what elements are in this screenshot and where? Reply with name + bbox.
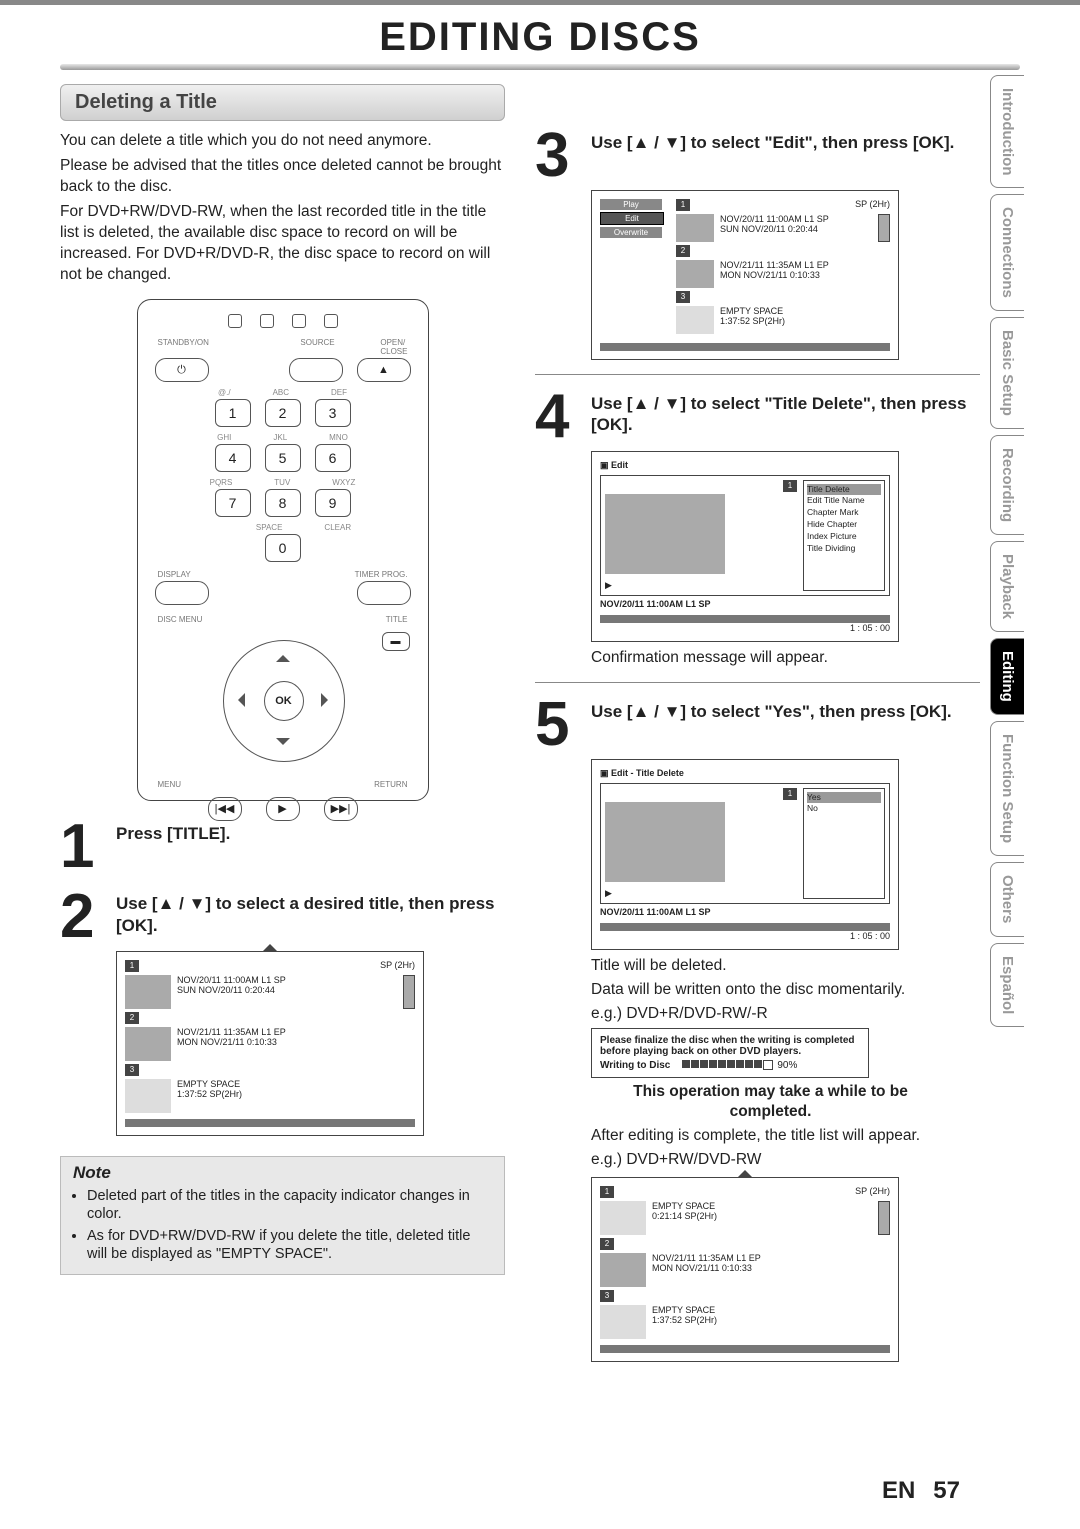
- page: EDITING DISCS Introduction Connections B…: [0, 0, 1080, 1529]
- screen-title-list: 1SP (2Hr) NOV/20/11 11:00AM L1 SPSUN NOV…: [116, 951, 424, 1136]
- left-column: Deleting a Title You can delete a title …: [60, 84, 505, 1368]
- intro-p1: You can delete a title which you do not …: [60, 131, 505, 152]
- title-underline: [60, 64, 1020, 70]
- dpad-up-icon: [276, 648, 290, 662]
- remote-small-btn: [324, 314, 338, 328]
- footer-page: 57: [933, 1477, 960, 1504]
- play-btn: ▶: [266, 797, 300, 821]
- note-item: As for DVD+RW/DVD-RW if you delete the t…: [87, 1227, 492, 1263]
- key-2: 2: [265, 399, 301, 427]
- title-btn-highlight: ▬: [382, 632, 410, 651]
- display-btn: [155, 581, 209, 605]
- open-close-btn: ▲: [357, 358, 411, 382]
- step-text: Press [TITLE].: [116, 819, 230, 875]
- step-5-warning: This operation may take a while to be co…: [591, 1082, 950, 1122]
- page-title-band: EDITING DISCS: [0, 15, 1080, 60]
- step-5-sub2: Data will be written onto the disc momen…: [591, 980, 980, 1000]
- key-1: 1: [215, 399, 251, 427]
- writing-box: Please finalize the disc when the writin…: [591, 1028, 869, 1078]
- note-box: Note Deleted part of the titles in the c…: [60, 1156, 505, 1275]
- dpad-right-icon: [321, 693, 335, 707]
- right-column: 3 Use [▲ / ▼] to select "Edit", then pre…: [535, 84, 980, 1368]
- key-8: 8: [265, 489, 301, 517]
- page-footer: EN 57: [882, 1477, 960, 1505]
- ok-button: OK: [264, 681, 304, 721]
- dpad-down-icon: [276, 738, 290, 752]
- screen-edit-menu: Play Edit Overwrite 1SP (2Hr) NOV/20/11 …: [591, 190, 899, 360]
- tab-playback: Playback: [990, 541, 1024, 632]
- step-2: 2 Use [▲ / ▼] to select a desired title,…: [60, 889, 505, 945]
- prev-btn: |◀◀: [208, 797, 242, 821]
- step-5-sub5: e.g.) DVD+RW/DVD-RW: [591, 1150, 980, 1170]
- tab-function-setup: Function Setup: [990, 721, 1024, 856]
- footer-lang: EN: [882, 1477, 915, 1504]
- key-7: 7: [215, 489, 251, 517]
- key-9: 9: [315, 489, 351, 517]
- timer-btn: [357, 581, 411, 605]
- step-number: 1: [60, 819, 106, 875]
- step-number: 5: [535, 697, 581, 753]
- tab-connections: Connections: [990, 194, 1024, 311]
- option-list: Title Delete Edit Title Name Chapter Mar…: [803, 480, 885, 591]
- step-1: 1 Press [TITLE].: [60, 819, 505, 875]
- dpad-left-icon: [231, 693, 245, 707]
- step-text: Use [▲ / ▼] to select "Title Delete", th…: [591, 389, 980, 445]
- key-4: 4: [215, 444, 251, 472]
- tab-others: Others: [990, 862, 1024, 936]
- step-5: 5 Use [▲ / ▼] to select "Yes", then pres…: [535, 697, 980, 753]
- key-6: 6: [315, 444, 351, 472]
- step-number: 2: [60, 889, 106, 945]
- section-tabs: Introduction Connections Basic Setup Rec…: [990, 75, 1080, 1033]
- step-number: 4: [535, 389, 581, 445]
- content: Deleting a Title You can delete a title …: [60, 84, 980, 1368]
- step-5-sub3: e.g.) DVD+R/DVD-RW/-R: [591, 1004, 980, 1024]
- tab-recording: Recording: [990, 435, 1024, 535]
- step-number: 3: [535, 128, 581, 184]
- step-5-sub4: After editing is complete, the title lis…: [591, 1126, 980, 1146]
- next-btn: ▶▶|: [324, 797, 358, 821]
- intro-p3: For DVD+RW/DVD-RW, when the last recorde…: [60, 202, 505, 286]
- screen-after-delete: 1SP (2Hr) EMPTY SPACE0:21:14 SP(2Hr) 2 N…: [591, 1177, 899, 1362]
- tab-introduction: Introduction: [990, 75, 1024, 188]
- step-text: Use [▲ / ▼] to select "Yes", then press …: [591, 697, 952, 753]
- remote-small-btn: [292, 314, 306, 328]
- key-5: 5: [265, 444, 301, 472]
- note-item: Deleted part of the titles in the capaci…: [87, 1187, 492, 1223]
- page-title: EDITING DISCS: [0, 15, 1080, 60]
- dpad: OK: [213, 630, 353, 770]
- screen-title-delete: ▣ Edit 1 ▶ Title Delete Edit Title Name …: [591, 451, 899, 642]
- intro-p2: Please be advised that the titles once d…: [60, 156, 505, 198]
- key-0: 0: [265, 534, 301, 562]
- section-header: Deleting a Title: [60, 84, 505, 121]
- step-5-sub1: Title will be deleted.: [591, 956, 980, 976]
- tab-espanol: Español: [990, 943, 1024, 1027]
- step-3: 3 Use [▲ / ▼] to select "Edit", then pre…: [535, 128, 980, 184]
- step-4: 4 Use [▲ / ▼] to select "Title Delete", …: [535, 389, 980, 445]
- source-btn: [289, 358, 343, 382]
- step-4-subtext: Confirmation message will appear.: [591, 648, 980, 668]
- remote-small-btn: [228, 314, 242, 328]
- key-3: 3: [315, 399, 351, 427]
- step-text: Use [▲ / ▼] to select a desired title, t…: [116, 889, 505, 945]
- note-title: Note: [73, 1163, 492, 1183]
- option-list: Yes No: [803, 788, 885, 899]
- remote-small-btn: [260, 314, 274, 328]
- remote-illustration: STANDBY/ONSOURCEOPEN/ CLOSE ⏻▲ @./ABCDEF…: [137, 299, 429, 801]
- tab-basic-setup: Basic Setup: [990, 317, 1024, 429]
- screen-confirm: ▣ Edit - Title Delete 1 ▶ Yes No NOV/20/…: [591, 759, 899, 950]
- tab-editing: Editing: [990, 638, 1024, 715]
- standby-btn: ⏻: [155, 358, 209, 382]
- step-text: Use [▲ / ▼] to select "Edit", then press…: [591, 128, 954, 184]
